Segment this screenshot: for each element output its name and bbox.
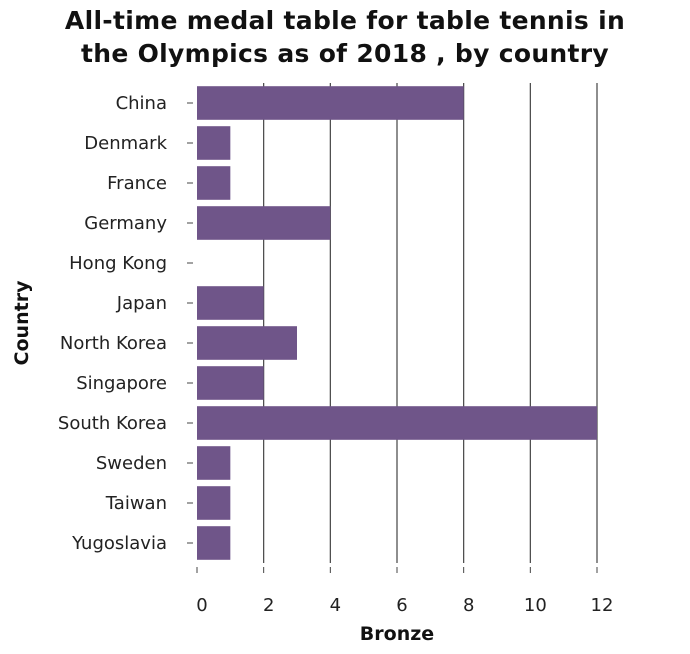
y-tick-label: Hong Kong — [69, 253, 167, 274]
x-tick-label: 8 — [463, 595, 474, 616]
y-tick-label: Germany — [84, 213, 167, 234]
bar — [197, 86, 464, 120]
bar — [197, 326, 297, 360]
bar — [197, 406, 597, 440]
x-tick-label: 2 — [263, 595, 274, 616]
x-tick-label: 6 — [396, 595, 407, 616]
y-tick-label: Yugoslavia — [71, 533, 167, 554]
y-tick-label: Denmark — [84, 133, 167, 154]
bar — [197, 486, 231, 520]
y-tick-label: Japan — [116, 293, 167, 314]
bar — [197, 286, 264, 320]
y-tick-label: Sweden — [96, 453, 167, 474]
bar — [197, 446, 231, 480]
y-tick-labels: China Denmark France Germany Hong Kong Japan N… — [58, 93, 193, 554]
chart-title-line-2: the Olympics as of 2018 , by country — [81, 39, 609, 68]
y-tick-label: Taiwan — [105, 493, 167, 514]
y-tick-label: North Korea — [60, 333, 167, 354]
y-axis-title: Country — [11, 280, 33, 366]
x-tick-label: 12 — [591, 595, 614, 616]
y-tick-label: France — [107, 173, 167, 194]
grid-lines — [263, 83, 598, 563]
x-tick-label: 10 — [524, 595, 547, 616]
x-tick-labels: 0 2 4 6 8 10 12 — [196, 567, 613, 616]
chart-title: All-time medal table for table tennis in… — [0, 4, 690, 70]
x-axis-title: Bronze — [360, 623, 434, 645]
bar — [197, 166, 231, 200]
bar — [197, 526, 231, 560]
bar — [197, 206, 331, 240]
y-tick-label: China — [116, 93, 167, 114]
bar — [197, 366, 264, 400]
y-tick-label: Singapore — [76, 373, 167, 394]
y-tick-label: South Korea — [58, 413, 167, 434]
x-tick-label: 0 — [196, 595, 207, 616]
x-tick-label: 4 — [330, 595, 341, 616]
chart-title-line-1: All-time medal table for table tennis in — [64, 6, 626, 35]
bars — [197, 86, 597, 560]
bar — [197, 126, 231, 160]
